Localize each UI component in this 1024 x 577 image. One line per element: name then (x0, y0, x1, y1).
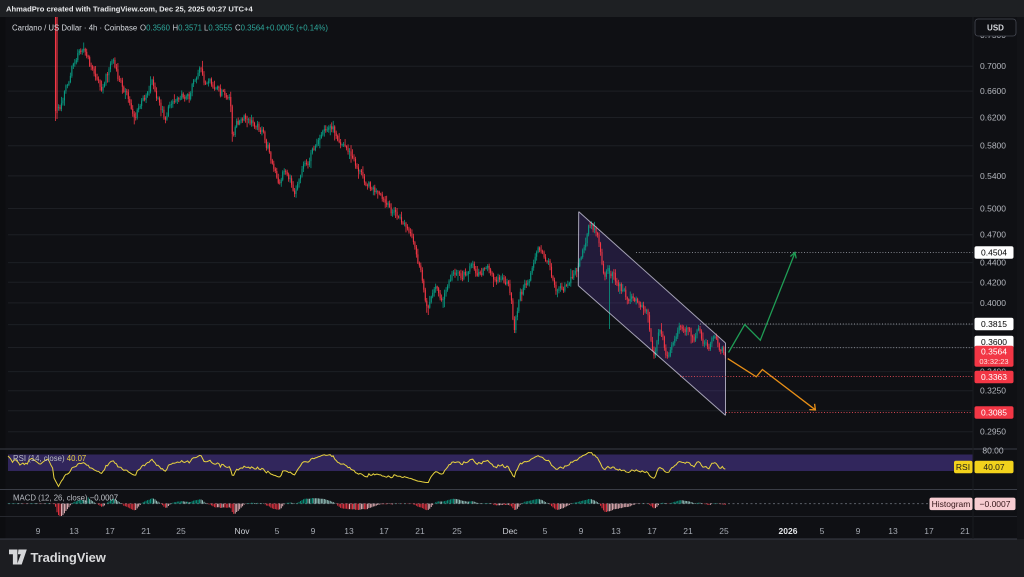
svg-text:0.4700: 0.4700 (980, 230, 1006, 240)
svg-text:TradingView: TradingView (31, 550, 107, 565)
svg-text:0.2950: 0.2950 (980, 427, 1006, 437)
svg-text:H0.3571: H0.3571 (173, 24, 203, 33)
svg-text:21: 21 (683, 526, 693, 536)
svg-text:RSI: RSI (956, 462, 970, 472)
svg-text:25: 25 (452, 526, 462, 536)
svg-text:Cardano / US Dollar · 4h · Coi: Cardano / US Dollar · 4h · Coinbase (12, 24, 137, 33)
svg-text:Histogram: Histogram (932, 499, 971, 509)
svg-text:5: 5 (820, 526, 825, 536)
svg-text:0.4200: 0.4200 (980, 277, 1006, 287)
svg-text:9: 9 (579, 526, 584, 536)
svg-text:21: 21 (415, 526, 425, 536)
svg-text:2026: 2026 (779, 526, 798, 536)
svg-text:0.6600: 0.6600 (980, 86, 1006, 96)
svg-text:0.3600: 0.3600 (981, 337, 1007, 347)
svg-text:0.3085: 0.3085 (981, 408, 1007, 418)
svg-text:9: 9 (36, 526, 41, 536)
svg-text:+0.0005 (+0.14%): +0.0005 (+0.14%) (266, 24, 329, 33)
svg-text:0.4400: 0.4400 (980, 258, 1006, 268)
svg-text:5: 5 (275, 526, 280, 536)
svg-text:17: 17 (105, 526, 115, 536)
svg-text:03:32:23: 03:32:23 (979, 357, 1008, 366)
svg-text:13: 13 (69, 526, 79, 536)
svg-text:25: 25 (719, 526, 729, 536)
svg-text:0.5000: 0.5000 (980, 204, 1006, 214)
svg-text:13: 13 (344, 526, 354, 536)
svg-text:0.3250: 0.3250 (980, 386, 1006, 396)
svg-text:0.4000: 0.4000 (980, 298, 1006, 308)
svg-text:21: 21 (960, 526, 970, 536)
svg-text:80.00: 80.00 (982, 446, 1004, 456)
svg-text:9: 9 (856, 526, 861, 536)
svg-text:−0.0007: −0.0007 (980, 499, 1011, 509)
svg-text:0.3815: 0.3815 (981, 319, 1007, 329)
svg-text:RSI (14, close) 40.07: RSI (14, close) 40.07 (13, 454, 86, 463)
svg-text:USD: USD (987, 24, 1004, 33)
svg-text:25: 25 (176, 526, 186, 536)
svg-text:17: 17 (379, 526, 389, 536)
svg-text:0.6200: 0.6200 (980, 113, 1006, 123)
svg-text:40.07: 40.07 (983, 462, 1005, 472)
svg-text:C0.3564: C0.3564 (235, 24, 265, 33)
svg-text:L0.3555: L0.3555 (204, 24, 233, 33)
svg-text:5: 5 (543, 526, 548, 536)
svg-text:0.7000: 0.7000 (980, 61, 1006, 71)
svg-text:AhmadPro created with TradingV: AhmadPro created with TradingView.com, D… (6, 5, 253, 14)
svg-text:Nov: Nov (234, 526, 250, 536)
svg-text:13: 13 (611, 526, 621, 536)
svg-text:Dec: Dec (502, 526, 518, 536)
svg-text:21: 21 (141, 526, 151, 536)
svg-text:0.3363: 0.3363 (981, 372, 1007, 382)
svg-text:MACD (12, 26, close) −0.0007: MACD (12, 26, close) −0.0007 (13, 494, 118, 503)
svg-text:0.5400: 0.5400 (980, 171, 1006, 181)
svg-text:17: 17 (924, 526, 934, 536)
svg-text:0.5800: 0.5800 (980, 141, 1006, 151)
svg-text:0.4504: 0.4504 (981, 247, 1007, 257)
svg-text:O0.3560: O0.3560 (140, 24, 171, 33)
svg-text:9: 9 (311, 526, 316, 536)
svg-text:17: 17 (647, 526, 657, 536)
svg-text:13: 13 (888, 526, 898, 536)
svg-text:0.3564: 0.3564 (981, 347, 1007, 357)
